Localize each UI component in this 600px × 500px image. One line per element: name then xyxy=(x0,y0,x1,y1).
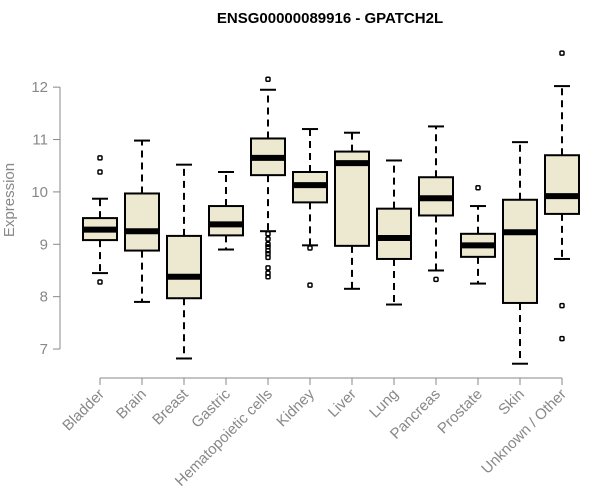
outlier-point xyxy=(433,276,439,283)
outlier-point xyxy=(307,282,313,288)
outlier-point xyxy=(265,76,271,83)
outlier-point xyxy=(475,184,481,191)
iqr-box xyxy=(124,192,160,252)
x-tick-label: Liver xyxy=(325,386,360,421)
outlier-point xyxy=(97,155,103,161)
iqr-box xyxy=(376,207,412,260)
iqr-box xyxy=(544,154,580,215)
x-tick-label: Brain xyxy=(113,386,150,423)
outlier-point xyxy=(265,241,271,248)
outlier-point xyxy=(559,50,565,56)
y-tick-label: 11 xyxy=(32,132,48,149)
iqr-box xyxy=(208,205,244,237)
box-breast xyxy=(166,163,202,360)
y-tick-label: 10 xyxy=(31,184,48,201)
outlier-point xyxy=(559,302,565,309)
outlier-point xyxy=(265,254,271,261)
box-prostate xyxy=(460,184,496,285)
boxes-group xyxy=(82,50,580,365)
outlier-point xyxy=(265,236,271,242)
x-tick-label: Breast xyxy=(149,385,192,428)
iqr-box xyxy=(502,198,538,304)
outlier-point xyxy=(307,245,313,251)
y-tick-label: 9 xyxy=(40,236,48,253)
outlier-point xyxy=(97,279,103,285)
box-skin xyxy=(502,141,538,365)
y-tick-label: 12 xyxy=(31,79,48,96)
y-axis-label: Expression xyxy=(1,163,18,237)
box-pancreas xyxy=(418,125,454,283)
iqr-box xyxy=(166,234,202,300)
outlier-point xyxy=(97,169,103,175)
box-bladder xyxy=(82,155,118,285)
outlier-point xyxy=(265,247,271,254)
box-liver xyxy=(334,131,370,290)
box-gastric xyxy=(208,171,244,251)
outlier-point xyxy=(265,274,271,280)
x-tick-label: Skin xyxy=(495,386,528,419)
x-tick-label: Bladder xyxy=(59,386,108,435)
outlier-point xyxy=(265,231,271,237)
box-kidney xyxy=(292,128,328,288)
box-lung xyxy=(376,159,412,306)
iqr-box xyxy=(334,150,370,247)
box-hematopoietic-cells xyxy=(250,76,286,280)
y-axis: 7 8 9 10 11 12 xyxy=(31,79,61,358)
x-tick-label: Prostate xyxy=(434,386,486,438)
y-tick-label: 7 xyxy=(40,341,48,358)
box-unknown-other xyxy=(544,50,580,342)
x-tick-label: Kidney xyxy=(273,385,318,430)
chart-title: ENSG00000089916 - GPATCH2L xyxy=(217,10,443,27)
box-brain xyxy=(124,139,160,303)
x-tick-label: Lung xyxy=(366,386,402,422)
y-tick-label: 8 xyxy=(40,289,48,306)
outlier-point xyxy=(265,265,271,271)
outlier-point xyxy=(559,335,565,342)
